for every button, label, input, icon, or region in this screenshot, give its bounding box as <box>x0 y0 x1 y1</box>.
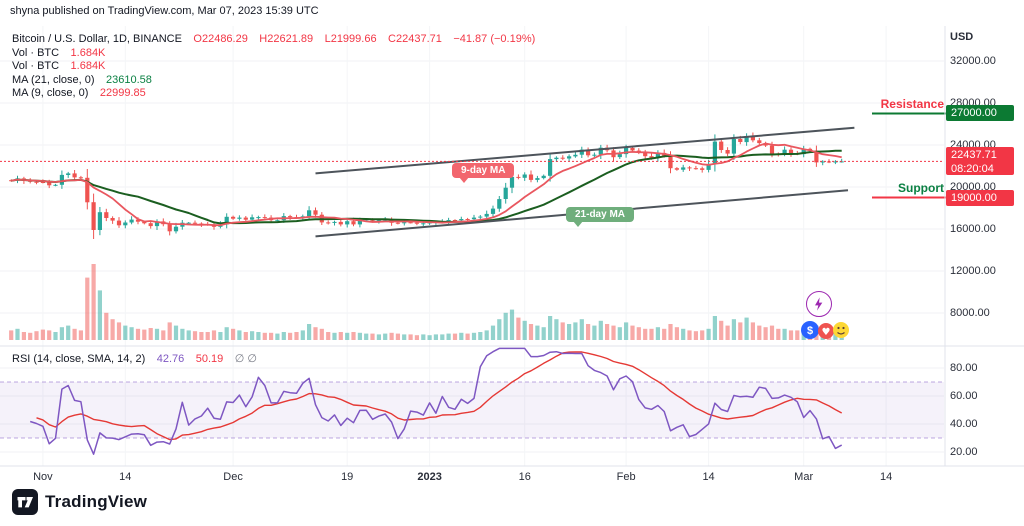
ma21-value: 23610.58 <box>106 74 152 86</box>
smiley-reaction-icon[interactable] <box>833 322 849 338</box>
low-value: L21999.66 <box>324 33 377 45</box>
ma9-annotation-text: 9-day MA <box>461 165 506 176</box>
tradingview-footer[interactable]: TradingView <box>12 489 147 515</box>
ma21-label: MA (21, close, 0) <box>12 74 95 86</box>
volume-series <box>9 264 844 340</box>
tradingview-logo-icon <box>12 489 38 515</box>
pill-pointer <box>459 177 469 183</box>
volume-label: Vol · BTC <box>12 60 60 72</box>
pane-separators <box>0 26 1024 467</box>
change-value: −41.87 (−0.19%) <box>453 33 536 45</box>
support-label: Support <box>898 181 944 195</box>
last-price-value: 22437.71 <box>951 149 997 161</box>
brand-name: TradingView <box>45 492 148 511</box>
last-price-tag: 22437.71 08:20:04 <box>946 147 1014 175</box>
close-value: C22437.71 <box>388 33 442 45</box>
ma9-value: 22999.85 <box>99 87 146 99</box>
volume-label: Vol · BTC <box>12 47 60 59</box>
volume-legend-1[interactable]: Vol · BTC 1.684K <box>12 43 112 61</box>
ma9-label: MA (9, close, 0) <box>12 87 89 99</box>
grid-layer <box>0 26 944 466</box>
high-value: H22621.89 <box>259 33 314 45</box>
lightning-icon <box>815 297 823 311</box>
svg-text:$: $ <box>807 325 813 337</box>
reaction-icons[interactable]: $ ♥ <box>800 318 852 347</box>
ma9-legend[interactable]: MA (9, close, 0) 22999.85 <box>12 83 153 101</box>
symbol-title: Bitcoin / U.S. Dollar, 1D, BINANCE <box>12 33 182 45</box>
rsi-value: 42.76 <box>156 353 185 365</box>
candlestick-series <box>9 132 844 239</box>
resistance-price-tag: 27000.00 <box>946 105 1014 121</box>
svg-text:♥: ♥ <box>822 327 831 338</box>
ma21-annotation-pill: 21-day MA <box>566 207 635 227</box>
rsi-band <box>0 381 944 439</box>
dollar-reaction-icon[interactable]: $ <box>801 321 819 339</box>
ma21-legend[interactable]: MA (21, close, 0) 23610.58 <box>12 70 159 88</box>
ma9-annotation-pill: 9-day MA <box>452 163 515 183</box>
rsi-label: RSI (14, close, SMA, 14, 2) <box>12 353 146 365</box>
volume-legend-2[interactable]: Vol · BTC 1.684K <box>12 56 112 74</box>
resistance-label: Resistance <box>880 97 944 111</box>
rsi-lines <box>29 347 843 455</box>
ma-lines <box>11 142 842 227</box>
rsi-sma-value: 50.19 <box>195 353 224 365</box>
open-value: O22486.29 <box>193 33 248 45</box>
boost-button[interactable] <box>806 291 832 317</box>
bar-countdown: 08:20:04 <box>951 163 994 175</box>
ma21-annotation-text: 21-day MA <box>575 209 626 220</box>
rsi-legend[interactable]: RSI (14, close, SMA, 14, 2) 42.76 50.19 … <box>12 349 264 367</box>
level-lines <box>0 112 946 199</box>
support-price-tag: 19000.00 <box>946 190 1014 206</box>
pill-pointer <box>573 221 583 227</box>
volume-value: 1.684K <box>70 60 106 72</box>
heart-reaction-icon[interactable]: ♥ <box>818 323 834 339</box>
volume-value: 1.684K <box>70 47 106 59</box>
attribution-text: shyna published on TradingView.com, Mar … <box>10 5 319 17</box>
rsi-extra-symbols: ∅ ∅ <box>234 353 257 365</box>
currency-label: USD <box>950 31 974 43</box>
ohlc-legend[interactable]: Bitcoin / U.S. Dollar, 1D, BINANCE O2248… <box>12 29 542 47</box>
